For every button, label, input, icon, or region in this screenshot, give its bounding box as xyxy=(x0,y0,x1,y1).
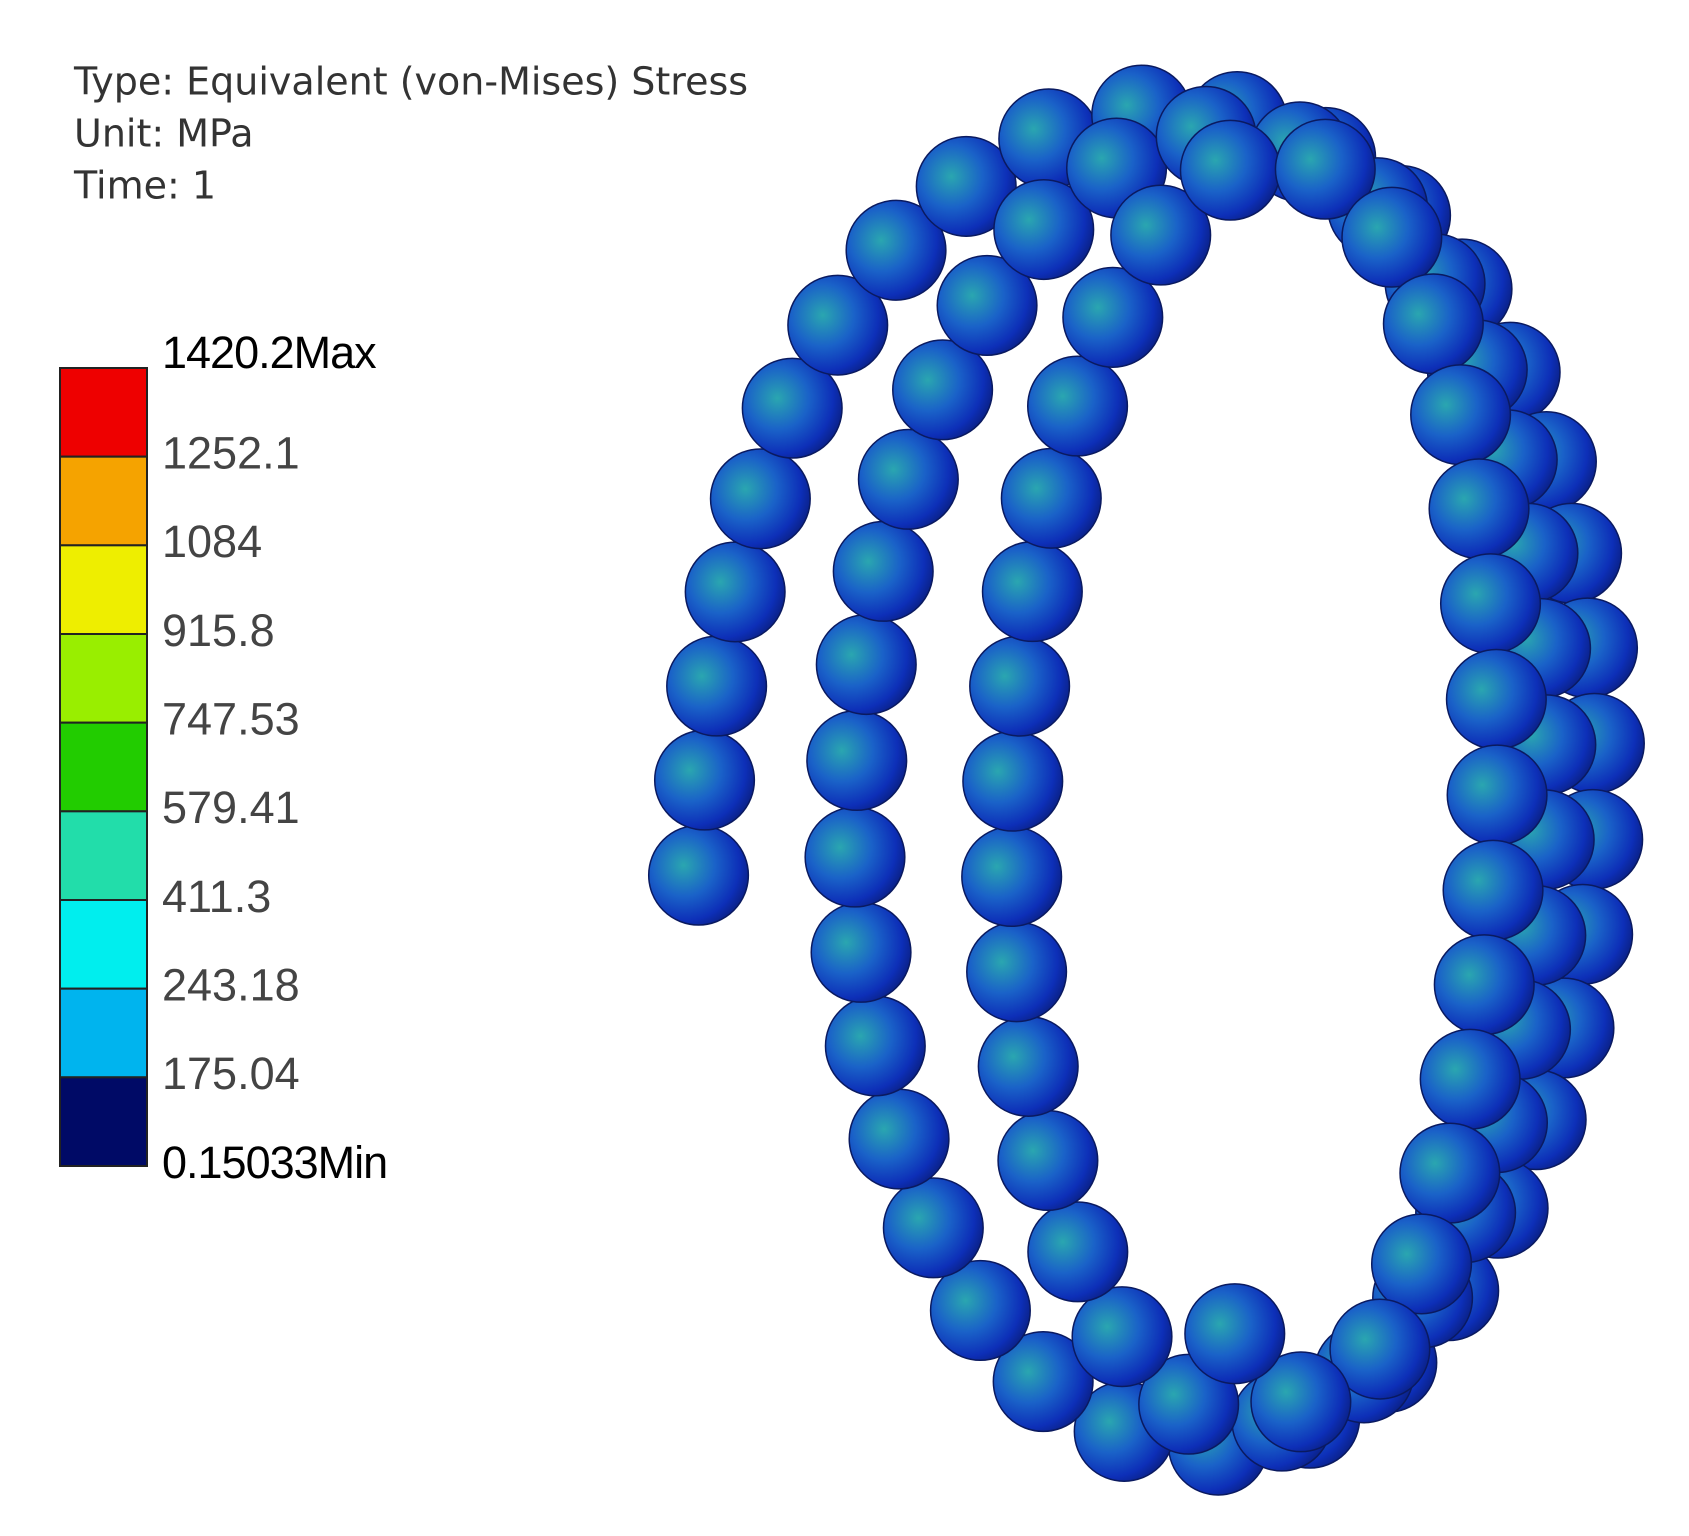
sphere xyxy=(1027,1201,1129,1303)
sphere xyxy=(962,730,1064,832)
legend-label: 1084 xyxy=(162,516,262,567)
legend-label: 579.41 xyxy=(162,782,300,833)
sphere xyxy=(1410,364,1512,466)
header-line: Type: Equivalent (von-Mises) Stress xyxy=(73,60,748,104)
sphere xyxy=(915,135,1017,237)
legend-band xyxy=(59,1076,148,1168)
sphere xyxy=(848,1088,950,1190)
sphere xyxy=(1428,458,1530,560)
sphere xyxy=(1370,1213,1473,1315)
legend-band xyxy=(59,633,148,724)
sphere xyxy=(810,901,912,1003)
sphere xyxy=(977,1015,1079,1117)
sphere xyxy=(1000,447,1102,549)
sphere xyxy=(1433,934,1535,1036)
sphere xyxy=(647,824,750,926)
sphere xyxy=(1329,1298,1431,1400)
sphere xyxy=(1341,186,1443,288)
legend-band xyxy=(59,899,148,990)
sphere xyxy=(1071,1286,1173,1388)
sphere xyxy=(1446,744,1548,846)
sphere xyxy=(993,178,1095,281)
sphere xyxy=(981,541,1083,643)
legend-label: 1252.1 xyxy=(162,428,300,479)
sphere xyxy=(806,709,908,812)
sphere xyxy=(966,921,1068,1023)
legend-label: 1420.2Max xyxy=(162,327,377,378)
sphere xyxy=(1419,1028,1521,1130)
legend-band xyxy=(59,544,148,635)
sphere xyxy=(845,199,947,301)
sphere xyxy=(1062,266,1164,368)
sphere xyxy=(1184,1283,1286,1385)
sphere xyxy=(997,1109,1099,1212)
sphere xyxy=(832,520,934,622)
sphere xyxy=(804,806,906,908)
sphere xyxy=(741,357,843,459)
sphere xyxy=(1442,839,1544,941)
sphere xyxy=(1445,648,1547,750)
sphere xyxy=(1399,1122,1501,1224)
sphere xyxy=(961,825,1063,928)
sphere xyxy=(684,541,786,643)
sphere xyxy=(969,635,1071,737)
legend-band xyxy=(59,367,148,458)
sphere xyxy=(824,995,926,1097)
sphere xyxy=(892,339,994,441)
legend-band xyxy=(59,721,148,813)
sphere xyxy=(1027,355,1129,457)
legend-label: 243.18 xyxy=(162,960,300,1011)
sphere xyxy=(709,448,811,550)
sphere xyxy=(653,729,756,831)
legend-band xyxy=(59,987,148,1079)
header-line: Unit: MPa xyxy=(74,112,254,156)
legend-label: 915.8 xyxy=(162,605,275,656)
legend-band xyxy=(59,455,148,547)
sphere xyxy=(1110,184,1212,286)
sphere xyxy=(815,613,917,716)
sphere xyxy=(882,1177,984,1279)
sphere xyxy=(1439,553,1542,655)
sphere xyxy=(787,274,889,376)
sphere xyxy=(1250,1351,1352,1453)
sphere xyxy=(857,428,959,530)
legend-label: 747.53 xyxy=(162,694,300,745)
legend-label: 175.04 xyxy=(162,1048,300,1099)
legend-label: 0.15033Min xyxy=(162,1137,387,1188)
sphere xyxy=(929,1259,1031,1362)
sphere xyxy=(1179,119,1281,221)
legend-label: 411.3 xyxy=(162,871,271,922)
legend-band xyxy=(59,810,148,901)
sphere xyxy=(1382,273,1484,375)
coil-model xyxy=(647,64,1645,1496)
legend: 1420.2Max 1252.1 1084 915.8 747.53 579.41 411.… xyxy=(59,327,388,1188)
header-line: Time: 1 xyxy=(73,164,216,208)
sphere xyxy=(1274,118,1376,220)
sphere xyxy=(992,1330,1094,1433)
sphere xyxy=(936,254,1038,357)
sphere xyxy=(666,635,768,737)
